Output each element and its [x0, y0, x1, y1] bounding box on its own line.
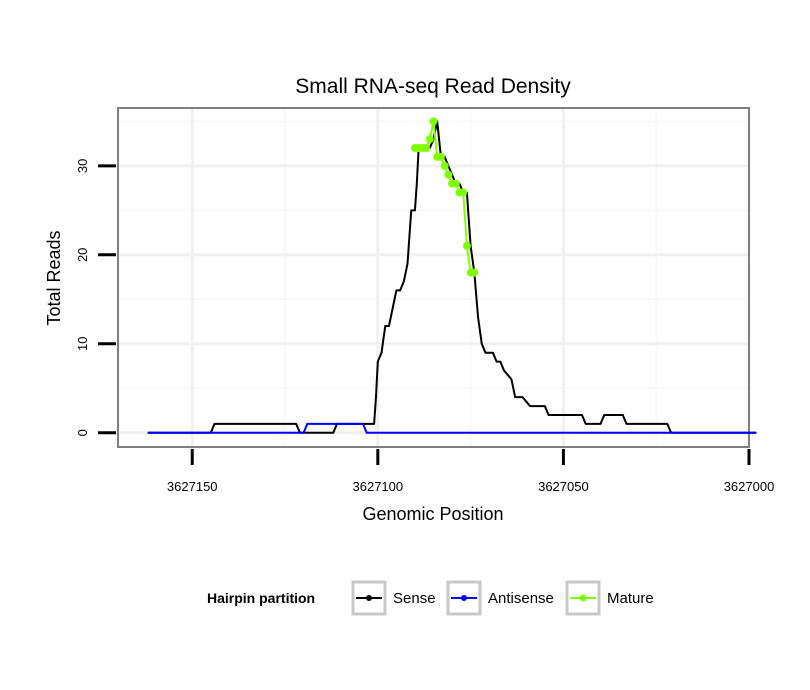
- y-axis-label: Total Reads: [44, 230, 64, 325]
- legend-label-mature: Mature: [607, 590, 654, 607]
- x-axis-label: Genomic Position: [362, 504, 503, 524]
- data-point-mature: [462, 241, 471, 250]
- y-ticks: 0 10 20 30: [75, 159, 116, 436]
- legend-label-sense: Sense: [393, 590, 436, 607]
- x-ticks: 3627150 3627100 3627050 3627000: [167, 449, 774, 494]
- series-antisense: [147, 422, 757, 434]
- data-point-mature: [444, 170, 453, 179]
- data-point-mature: [425, 135, 434, 144]
- panel-background: [118, 108, 749, 447]
- x-tick-label: 3627000: [724, 479, 775, 494]
- data-point-mature: [459, 188, 468, 197]
- legend-item-mature: Mature: [565, 580, 654, 616]
- y-tick-label: 20: [75, 248, 90, 262]
- series-mature: [410, 117, 479, 277]
- legend-title: Hairpin partition: [207, 590, 315, 606]
- series-group: [147, 117, 757, 434]
- grid: [118, 108, 751, 447]
- legend-item-antisense: Antisense: [446, 580, 554, 616]
- legend-label-antisense: Antisense: [488, 590, 554, 607]
- data-point-mature: [422, 144, 431, 153]
- data-point-mature: [470, 268, 479, 277]
- legend-point-antisense: [461, 595, 467, 601]
- series-line-antisense: [147, 422, 757, 434]
- legend-item-sense: Sense: [351, 580, 436, 616]
- panel-border: [117, 107, 750, 448]
- data-point-mature: [440, 161, 449, 170]
- y-tick-label: 10: [75, 337, 90, 351]
- data-point-mature: [436, 152, 445, 161]
- y-tick-label: 0: [75, 429, 90, 436]
- y-tick-label: 30: [75, 159, 90, 173]
- legend-point-mature: [579, 594, 587, 602]
- x-tick-label: 3627100: [353, 479, 404, 494]
- data-point-mature: [429, 117, 438, 126]
- data-point-mature: [451, 179, 460, 188]
- x-tick-label: 3627150: [167, 479, 218, 494]
- x-tick-label: 3627050: [538, 479, 589, 494]
- chart-title: Small RNA-seq Read Density: [295, 75, 571, 98]
- legend: Hairpin partition Sense Antisense Mature: [207, 580, 654, 616]
- legend-point-sense: [366, 595, 372, 601]
